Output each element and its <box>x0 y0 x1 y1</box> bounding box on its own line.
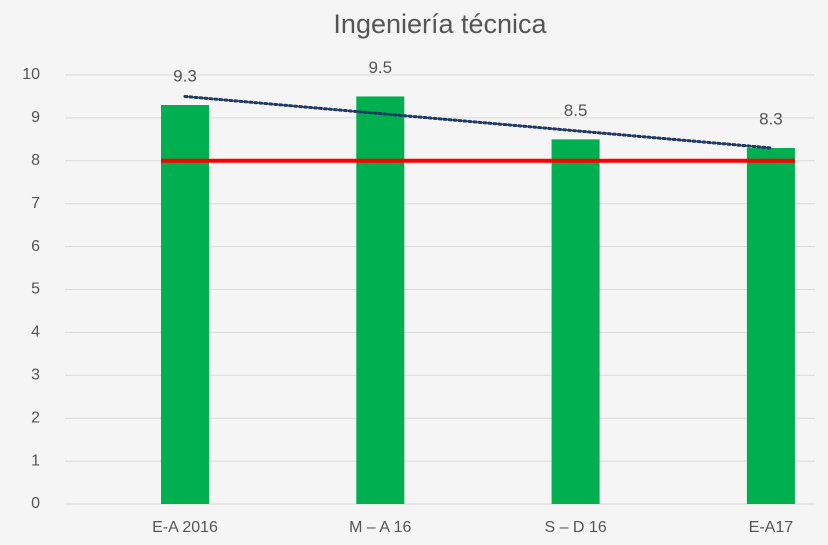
y-tick-label: 2 <box>31 409 40 426</box>
x-tick-label: M – A 16 <box>349 519 411 536</box>
trendline <box>183 94 773 150</box>
y-tick-label: 8 <box>31 152 40 169</box>
y-tick-label: 7 <box>31 195 40 212</box>
x-tick-label: E-A17 <box>749 519 794 536</box>
bar <box>161 105 209 504</box>
y-tick-label: 0 <box>31 495 40 512</box>
y-tick-label: 10 <box>22 66 40 83</box>
y-tick-label: 1 <box>31 452 40 469</box>
x-tick-label: S – D 16 <box>544 519 606 536</box>
y-tick-label: 4 <box>31 324 40 341</box>
bar <box>746 147 795 504</box>
data-label: 8.3 <box>759 109 783 128</box>
data-label: 9.5 <box>368 58 392 77</box>
x-tick-label: E-A 2016 <box>152 519 218 536</box>
y-tick-label: 3 <box>31 367 40 384</box>
y-tick-label: 9 <box>31 109 40 126</box>
bar <box>356 96 405 504</box>
chart-title: Ingeniería técnica <box>333 9 547 39</box>
data-label: 8.5 <box>564 101 588 120</box>
bar <box>551 139 600 504</box>
y-tick-label: 6 <box>31 238 40 255</box>
data-label: 9.3 <box>173 67 197 86</box>
y-tick-label: 5 <box>31 281 40 298</box>
